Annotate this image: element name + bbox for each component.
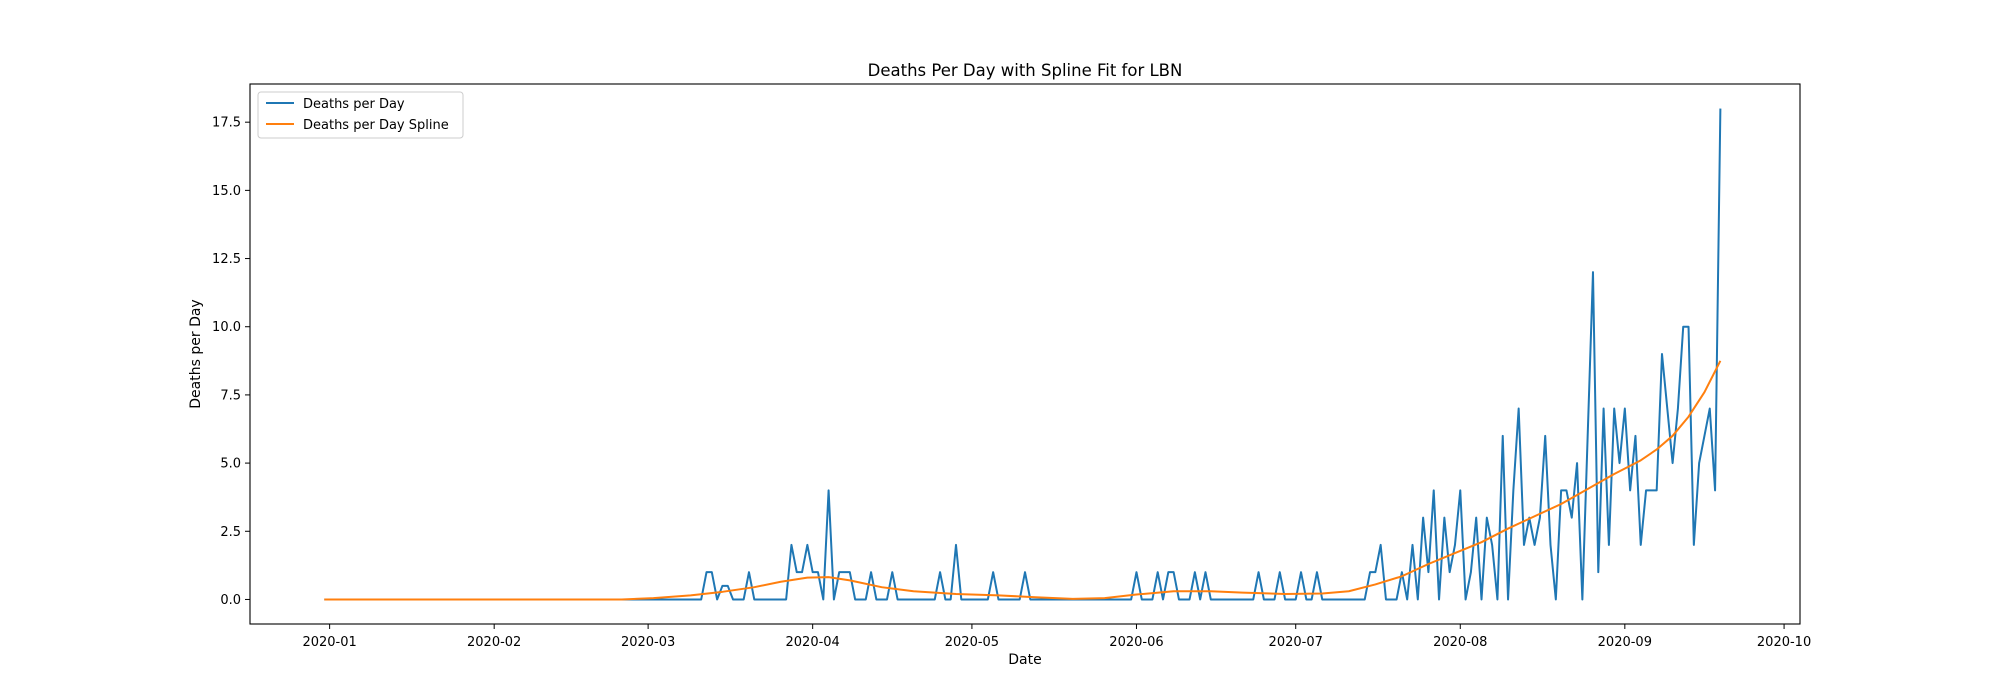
- x-tick-label: 2020-04: [786, 635, 840, 650]
- plot-area-frame: [249, 83, 1801, 625]
- x-tick-label: 2020-05: [945, 635, 999, 650]
- y-tick-label: 7.5: [220, 388, 241, 403]
- y-axis-title: Deaths per Day: [188, 299, 204, 408]
- y-tick-label: 17.5: [212, 116, 241, 131]
- series-line-deaths-per-day: [324, 108, 1722, 601]
- x-tick-label: 2020-07: [1269, 635, 1323, 650]
- y-tick-label: 15.0: [212, 184, 241, 199]
- x-tick-label: 2020-01: [302, 635, 356, 650]
- x-tick-label: 2020-09: [1598, 635, 1652, 650]
- legend-label-spline: Deaths per Day Spline: [303, 118, 449, 133]
- y-tick-label: 0.0: [220, 593, 241, 608]
- y-tick-label: 10.0: [212, 320, 241, 335]
- legend-box: [257, 91, 464, 139]
- x-tick-label: 2020-03: [621, 635, 675, 650]
- y-tick-label: 2.5: [220, 525, 241, 540]
- x-tick-label: 2020-10: [1757, 635, 1811, 650]
- y-axis-ticks: 0.0 2.5 5.0 7.5 10.0 12.5 15.0 17.5: [212, 116, 250, 608]
- series-layer: [324, 108, 1722, 601]
- x-tick-label: 2020-06: [1109, 635, 1163, 650]
- x-tick-label: 2020-08: [1433, 635, 1487, 650]
- legend-label-deaths-per-day: Deaths per Day: [303, 97, 405, 112]
- y-tick-label: 5.0: [220, 457, 241, 472]
- legend: Deaths per Day Deaths per Day Spline: [257, 91, 464, 139]
- x-axis-ticks: 2020-01 2020-02 2020-03 2020-04 2020-05 2020-…: [302, 624, 1811, 650]
- series-line-spline: [324, 360, 1722, 601]
- x-axis-title: Date: [1008, 652, 1041, 668]
- chart-title: Deaths Per Day with Spline Fit for LBN: [868, 61, 1183, 80]
- y-tick-label: 12.5: [212, 252, 241, 267]
- x-tick-label: 2020-02: [467, 635, 521, 650]
